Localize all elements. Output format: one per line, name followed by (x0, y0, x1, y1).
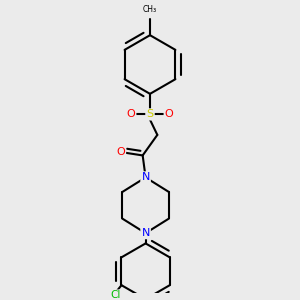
Text: Cl: Cl (110, 290, 121, 300)
Text: O: O (116, 148, 125, 158)
Text: N: N (141, 228, 150, 238)
Text: O: O (127, 110, 135, 119)
Text: O: O (165, 110, 173, 119)
Text: N: N (141, 172, 150, 182)
Text: CH₃: CH₃ (143, 5, 157, 14)
Text: S: S (146, 110, 154, 119)
